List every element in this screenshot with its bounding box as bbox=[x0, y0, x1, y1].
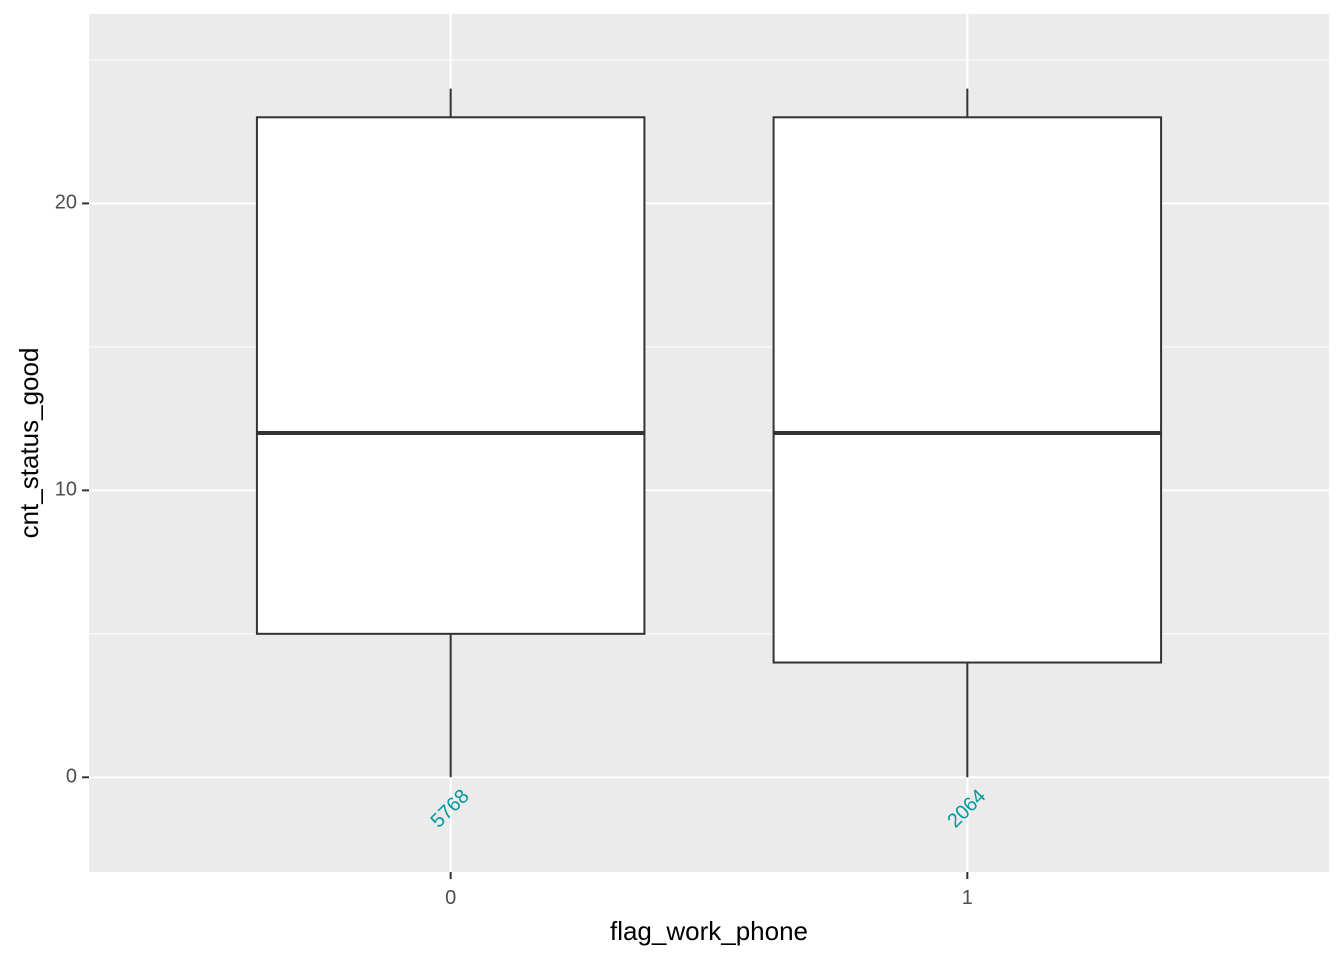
y-tick-label: 20 bbox=[55, 192, 77, 214]
x-tick-label: 1 bbox=[962, 887, 973, 909]
box-0 bbox=[255, 88, 646, 778]
box-body bbox=[255, 116, 646, 635]
boxes bbox=[255, 88, 1163, 778]
y-axis: 0 10 20 bbox=[55, 192, 89, 788]
x-axis-title: flag_work_phone bbox=[610, 916, 808, 946]
y-tick-label: 0 bbox=[66, 766, 77, 788]
y-tick-label: 10 bbox=[55, 479, 77, 501]
y-axis-title: cnt_status_good bbox=[14, 348, 44, 539]
box-1 bbox=[772, 88, 1163, 778]
x-tick-label: 0 bbox=[445, 887, 456, 909]
box-body bbox=[772, 116, 1163, 664]
